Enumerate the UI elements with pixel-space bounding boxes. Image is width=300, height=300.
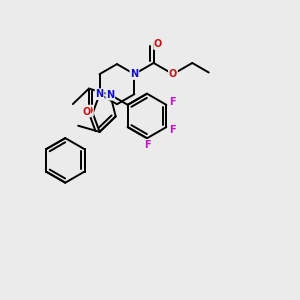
Text: F: F — [169, 125, 175, 135]
Text: O: O — [154, 39, 162, 49]
Text: O: O — [82, 106, 90, 116]
Text: N: N — [130, 69, 138, 79]
Text: F: F — [144, 140, 150, 150]
Text: F: F — [169, 97, 175, 106]
Text: O: O — [85, 106, 93, 116]
Text: N: N — [106, 90, 114, 100]
Text: O: O — [169, 69, 177, 79]
Text: N: N — [95, 89, 104, 99]
